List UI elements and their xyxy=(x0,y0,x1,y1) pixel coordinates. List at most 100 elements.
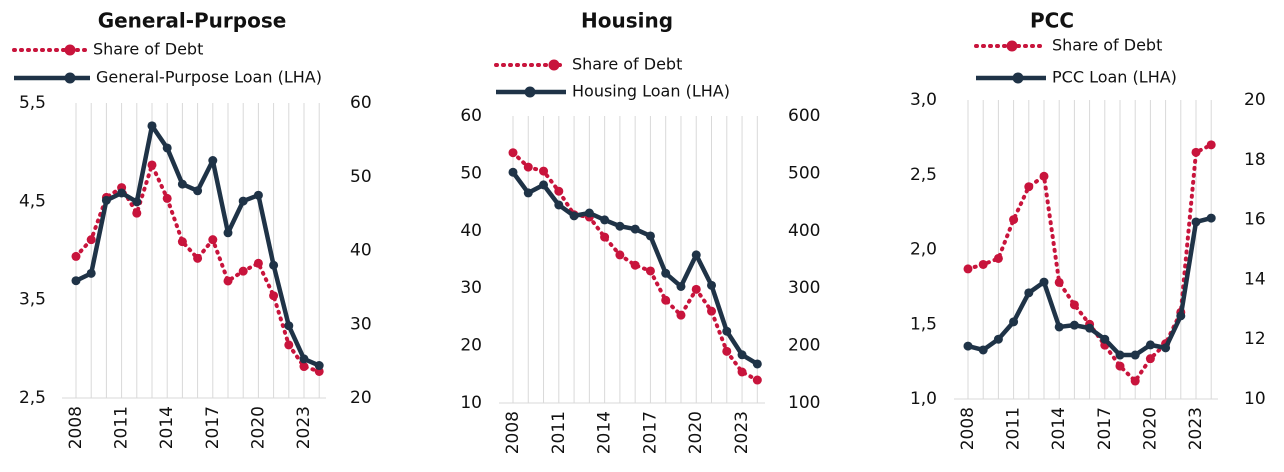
point xyxy=(661,268,671,278)
legend-label: Share of Debt xyxy=(93,40,203,59)
point xyxy=(676,281,686,291)
point xyxy=(284,321,294,331)
y-tick-label: 20 xyxy=(460,336,482,356)
point xyxy=(615,250,625,260)
point xyxy=(630,224,640,234)
legend-label: Share of Debt xyxy=(572,55,682,74)
point xyxy=(722,346,732,356)
y2-tick-label: 20 xyxy=(350,388,372,408)
chart-title: General-Purpose xyxy=(98,9,287,33)
point xyxy=(539,180,549,190)
point xyxy=(223,228,233,238)
point xyxy=(661,295,671,305)
point xyxy=(238,196,248,206)
point xyxy=(737,350,747,360)
point xyxy=(523,188,533,198)
point xyxy=(253,258,263,268)
x-tick-label: 2023 xyxy=(1186,407,1206,450)
point xyxy=(269,291,279,301)
point xyxy=(101,195,111,205)
y-tick-label: 1,0 xyxy=(910,389,937,409)
point xyxy=(691,284,701,294)
y-tick-label: 2,0 xyxy=(910,240,937,260)
x-tick-label: 2020 xyxy=(1140,407,1160,450)
legend-marker xyxy=(524,86,536,98)
point xyxy=(117,188,127,198)
point xyxy=(1130,350,1140,360)
point xyxy=(1191,217,1201,227)
point xyxy=(752,359,762,369)
series-line xyxy=(511,150,760,383)
y2-tick-label: 14 xyxy=(1244,269,1266,289)
y2-tick-label: 18 xyxy=(1244,150,1266,170)
point xyxy=(539,166,549,176)
point xyxy=(284,340,294,350)
point xyxy=(600,232,610,242)
y2-tick-label: 40 xyxy=(350,241,372,261)
point xyxy=(86,235,96,245)
x-tick-label: 2017 xyxy=(1095,407,1115,450)
point xyxy=(1115,361,1125,371)
point xyxy=(554,186,564,196)
point xyxy=(71,251,81,261)
x-tick-label: 2014 xyxy=(157,406,177,449)
x-tick-label: 2008 xyxy=(958,407,978,450)
point xyxy=(1145,340,1155,350)
point xyxy=(1176,311,1186,321)
y2-tick-label: 12 xyxy=(1244,329,1266,349)
point xyxy=(993,334,1003,344)
legend-marker xyxy=(64,72,76,84)
point xyxy=(1206,213,1216,223)
point xyxy=(508,167,518,177)
y-tick-label: 50 xyxy=(460,163,482,183)
y2-tick-label: 500 xyxy=(788,163,820,183)
point xyxy=(1191,147,1201,157)
point xyxy=(569,211,579,221)
y2-tick-label: 600 xyxy=(788,106,820,126)
y2-tick-label: 10 xyxy=(1244,389,1266,409)
y-tick-label: 2,5 xyxy=(19,388,46,408)
x-tick-label: 2011 xyxy=(549,411,569,454)
point xyxy=(1069,320,1079,330)
point xyxy=(1130,376,1140,386)
point xyxy=(147,121,157,131)
x-tick-label: 2014 xyxy=(595,411,615,454)
point xyxy=(554,200,564,210)
point xyxy=(193,186,203,196)
y2-tick-label: 100 xyxy=(788,393,820,413)
y2-tick-label: 400 xyxy=(788,221,820,241)
y2-tick-label: 16 xyxy=(1244,210,1266,230)
point xyxy=(615,221,625,231)
point xyxy=(299,362,309,372)
y-tick-label: 2,5 xyxy=(910,165,937,185)
point xyxy=(645,231,655,241)
legend-marker xyxy=(1006,40,1018,52)
point xyxy=(177,237,187,247)
y-tick-label: 5,5 xyxy=(19,93,46,113)
point xyxy=(71,276,81,286)
x-tick-label: 2017 xyxy=(203,406,223,449)
point xyxy=(208,235,218,245)
legend-label: Housing Loan (LHA) xyxy=(572,82,730,101)
point xyxy=(1145,354,1155,364)
x-tick-label: 2011 xyxy=(112,406,132,449)
point xyxy=(645,266,655,276)
point xyxy=(162,193,172,203)
point xyxy=(1024,182,1034,192)
point xyxy=(193,253,203,263)
legend-marker xyxy=(1012,72,1024,84)
y2-tick-label: 50 xyxy=(350,167,372,187)
y2-tick-label: 300 xyxy=(788,278,820,298)
point xyxy=(993,253,1003,263)
point xyxy=(707,280,717,290)
point xyxy=(1039,277,1049,287)
point xyxy=(600,215,610,225)
point xyxy=(978,259,988,269)
point xyxy=(1009,317,1019,327)
x-tick-label: 2017 xyxy=(640,411,660,454)
x-tick-label: 2020 xyxy=(686,411,706,454)
x-tick-label: 2014 xyxy=(1049,407,1069,450)
point xyxy=(508,148,518,158)
point xyxy=(162,143,172,153)
